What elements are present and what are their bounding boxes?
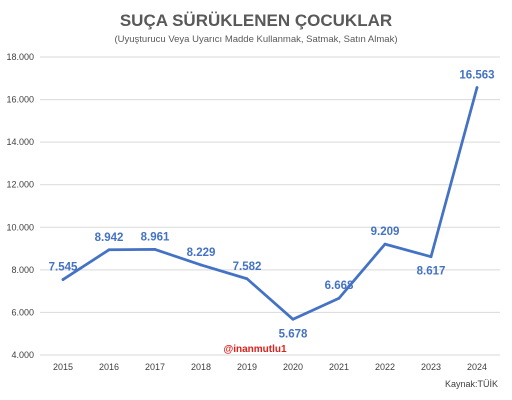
- x-tick-label: 2019: [237, 362, 257, 372]
- x-tick-label: 2021: [329, 362, 349, 372]
- data-label: 9.209: [371, 226, 400, 238]
- data-point: [153, 248, 157, 251]
- x-tick-label: 2017: [145, 362, 165, 372]
- x-tick-label: 2020: [283, 362, 303, 372]
- data-point: [429, 255, 433, 259]
- x-tick-label: 2015: [53, 362, 73, 372]
- data-label: 8.617: [417, 266, 446, 278]
- y-tick-label: 16.000: [6, 95, 34, 105]
- data-label: 7.545: [49, 262, 78, 274]
- data-point: [475, 86, 479, 89]
- data-label: 8.942: [95, 232, 124, 244]
- data-label: 6.668: [325, 280, 354, 292]
- series-line: [61, 86, 479, 321]
- y-tick-label: 14.000: [6, 137, 34, 147]
- data-label: 16.563: [459, 70, 494, 82]
- data-point: [107, 248, 111, 252]
- x-tick-label: 2018: [191, 362, 211, 372]
- data-labels: 7.545 8.942 8.961 8.229 7.582 5.678 6.668 9.209…: [49, 70, 495, 341]
- y-tick-label: 10.000: [6, 222, 34, 232]
- data-label: 5.678: [279, 328, 308, 340]
- data-label: 7.582: [233, 261, 262, 273]
- data-point: [199, 263, 203, 267]
- data-point: [337, 296, 341, 300]
- chart-title: SUÇA SÜRÜKLENEN ÇOCUKLAR: [120, 11, 392, 30]
- y-tick-label: 18.000: [6, 52, 34, 62]
- y-tick-label: 12.000: [6, 180, 34, 190]
- watermark: @inanmutlu1: [223, 344, 287, 355]
- x-axis: 2015 2016 2017 2018 2019 2020 2021 2022 2023 2024: [53, 362, 487, 372]
- data-point: [61, 278, 65, 281]
- y-tick-label: 6.000: [11, 307, 34, 317]
- chart-subtitle: (Uyuşturucu Veya Uyarıcı Madde Kullanmak…: [114, 34, 397, 45]
- series-layer: [61, 86, 479, 321]
- source-note: Kaynak:TÜİK: [445, 379, 498, 389]
- y-tick-label: 8.000: [11, 265, 34, 275]
- y-axis: 4.000 6.000 8.000 10.000 12.000 14.000 16.000 1…: [6, 52, 34, 360]
- gridlines: [40, 56, 500, 356]
- x-tick-label: 2022: [375, 362, 395, 372]
- data-label: 8.961: [141, 231, 170, 243]
- data-point: [291, 317, 295, 321]
- data-point: [383, 242, 387, 246]
- data-point: [245, 277, 249, 281]
- y-tick-label: 4.000: [11, 350, 34, 360]
- x-tick-label: 2024: [467, 362, 487, 372]
- x-tick-label: 2023: [421, 362, 441, 372]
- data-label: 8.229: [187, 247, 216, 259]
- x-tick-label: 2016: [99, 362, 119, 372]
